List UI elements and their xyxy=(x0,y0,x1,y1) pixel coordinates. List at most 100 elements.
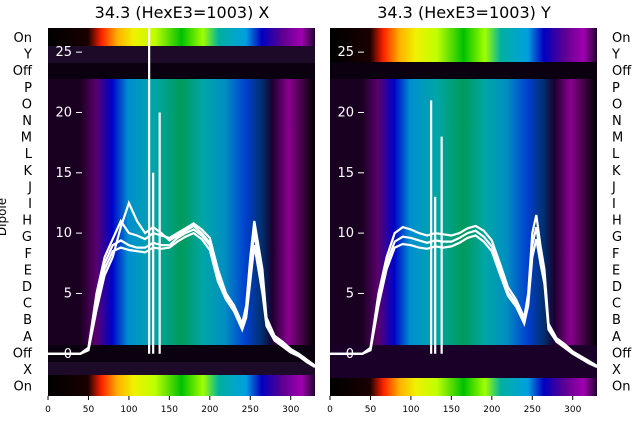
row-label: J xyxy=(27,180,32,195)
row-label: O xyxy=(22,97,32,112)
series-line xyxy=(330,214,598,367)
row-label: E xyxy=(24,263,32,278)
row-label: X xyxy=(612,363,621,378)
y-tick-label: 0 xyxy=(64,347,72,362)
chart-title-x: 34.3 (HexE3=1003) X xyxy=(95,3,270,22)
x-tick-label: 300 xyxy=(564,405,581,415)
heatmap-band-off-bottom xyxy=(48,345,315,362)
overlay-y-ticks: 0 5 10 15 20 25 xyxy=(337,45,364,362)
panel-x: 0 5 10 15 20 25 xyxy=(48,28,316,396)
series-line xyxy=(330,234,598,369)
y-tick-label: 10 xyxy=(55,226,72,241)
y-tick-label: 0 xyxy=(346,347,354,362)
overlay-lines xyxy=(330,100,598,369)
row-label: I xyxy=(612,197,616,212)
heatmap-band-off-top xyxy=(330,62,597,79)
x-tick-label: 0 xyxy=(45,405,51,415)
row-label: O xyxy=(612,97,622,112)
x-tick-label: 200 xyxy=(483,405,500,415)
row-label: On xyxy=(14,380,32,395)
y-axis-label: Dipole xyxy=(0,198,9,236)
row-label: B xyxy=(612,313,621,328)
row-label: H xyxy=(612,214,622,229)
chart-title-y: 34.3 (HexE3=1003) Y xyxy=(377,3,551,22)
overlay-y-ticks: 0 5 10 15 20 25 xyxy=(55,45,82,362)
y-tick-label: 25 xyxy=(55,45,72,60)
row-label: F xyxy=(25,247,32,262)
row-label: Y xyxy=(611,48,620,63)
row-label: Off xyxy=(13,64,33,79)
y-tick-label: 10 xyxy=(337,226,354,241)
series-line xyxy=(48,231,316,368)
y-tick-label: 15 xyxy=(337,166,354,181)
row-label: D xyxy=(612,280,622,295)
row-label: Off xyxy=(612,346,632,361)
overlay-lines xyxy=(48,28,316,368)
y-tick-label: 25 xyxy=(337,45,354,60)
series-line xyxy=(48,199,316,367)
row-label: H xyxy=(22,214,32,229)
row-label: E xyxy=(612,263,620,278)
x-tick-label: 100 xyxy=(120,405,137,415)
row-label: On xyxy=(612,31,630,46)
heatmap-band-off-top xyxy=(48,63,315,79)
row-label: M xyxy=(21,131,32,146)
row-label: D xyxy=(22,280,32,295)
heatmap-band-off-bottom xyxy=(330,345,597,378)
row-label: N xyxy=(22,114,32,129)
row-label: J xyxy=(611,180,616,195)
x-ticks-right: 0 50 100 150 200 250 300 xyxy=(327,396,582,415)
x-tick-label: 50 xyxy=(83,405,95,415)
y-tick-label: 15 xyxy=(55,166,72,181)
row-label: L xyxy=(25,147,33,162)
row-label: On xyxy=(612,380,630,395)
row-label: P xyxy=(24,81,32,96)
row-label: P xyxy=(612,81,620,96)
row-label: L xyxy=(612,147,620,162)
heatmap-band-on-top xyxy=(48,28,315,46)
row-label: C xyxy=(612,297,621,312)
heatmap-band-on-top xyxy=(330,28,597,62)
y-tick-label: 5 xyxy=(346,286,354,301)
heatmap-main xyxy=(330,79,597,345)
row-label: G xyxy=(612,230,622,245)
x-tick-label: 150 xyxy=(161,405,178,415)
x-tick-label: 250 xyxy=(242,405,259,415)
row-label: B xyxy=(23,313,32,328)
row-label: X xyxy=(23,363,32,378)
row-label: Off xyxy=(612,64,632,79)
x-tick-label: 0 xyxy=(327,405,333,415)
x-tick-label: 150 xyxy=(443,405,460,415)
x-tick-label: 100 xyxy=(402,405,419,415)
row-label: A xyxy=(23,330,32,345)
row-label: N xyxy=(612,114,622,129)
x-tick-label: 200 xyxy=(201,405,218,415)
row-label: K xyxy=(23,164,32,179)
heatmap-band-y xyxy=(48,46,315,63)
heatmap-band-on-bottom xyxy=(48,375,315,396)
row-label: G xyxy=(22,230,32,245)
row-label: F xyxy=(612,247,619,262)
y-tick-label: 20 xyxy=(55,105,72,120)
row-label: M xyxy=(612,131,623,146)
x-tick-label: 50 xyxy=(365,405,377,415)
heatmap-band-x xyxy=(48,362,315,375)
row-label: Off xyxy=(13,346,33,361)
row-label: A xyxy=(612,330,621,345)
x-ticks-left: 0 50 100 150 200 250 300 xyxy=(45,396,300,415)
heatmap-main xyxy=(48,79,315,345)
row-label: I xyxy=(28,197,32,212)
row-label: K xyxy=(612,164,621,179)
y-tick-label: 5 xyxy=(64,286,72,301)
row-label: Y xyxy=(23,48,32,63)
row-label: On xyxy=(14,31,32,46)
x-tick-label: 250 xyxy=(524,405,541,415)
heatmap-band-on-bottom xyxy=(330,378,597,396)
x-tick-label: 300 xyxy=(282,405,299,415)
row-label: C xyxy=(23,297,32,312)
panel-y: 0 5 10 15 20 25 xyxy=(330,28,598,396)
y-tick-label: 20 xyxy=(337,105,354,120)
